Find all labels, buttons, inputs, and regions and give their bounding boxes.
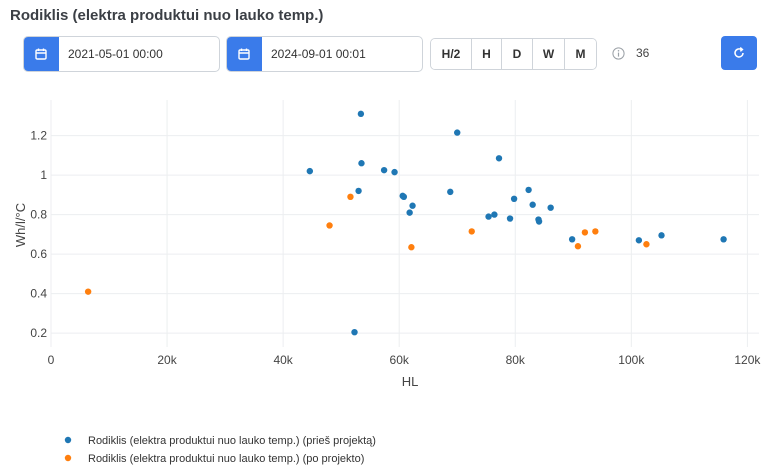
date-to-picker[interactable]: 2024-09-01 00:01 [226,36,423,72]
date-to-calendar-button[interactable] [227,37,262,71]
data-point[interactable] [510,195,518,202]
record-count: 36 [612,46,649,60]
refresh-button[interactable] [721,36,757,70]
data-point[interactable] [358,160,365,167]
x-tick-label: 100k [618,353,645,367]
legend-marker [64,436,72,444]
data-point[interactable] [491,211,498,218]
x-tick-label: 40k [273,353,293,367]
y-tick-label: 1.2 [30,129,47,143]
data-point[interactable] [391,168,398,176]
data-point[interactable] [592,228,599,235]
period-selector: H/2 H D W M [430,38,597,70]
x-tick-label: 0 [48,353,55,367]
period-button-day[interactable]: D [502,39,533,69]
legend-label[interactable]: Rodiklis (elektra produktui nuo lauko te… [88,453,364,465]
data-point[interactable] [529,201,536,208]
date-from-value[interactable]: 2021-05-01 00:00 [68,47,163,61]
data-point[interactable] [574,243,582,250]
data-point[interactable] [84,288,92,295]
data-point[interactable] [355,187,362,195]
data-point[interactable] [720,236,727,243]
data-point[interactable] [635,237,643,244]
data-point[interactable] [326,222,333,229]
legend: Rodiklis (elektra produktui nuo lauko te… [64,435,376,465]
data-point[interactable] [485,213,492,220]
data-point[interactable] [406,209,413,216]
y-tick-label: 0.6 [30,247,47,261]
date-from-picker[interactable]: 2021-05-01 00:00 [23,36,220,72]
data-point[interactable] [468,228,475,235]
data-point[interactable] [409,202,416,209]
data-point[interactable] [408,244,415,251]
period-button-half-hour[interactable]: H/2 [431,39,472,69]
data-point[interactable] [658,232,665,239]
page-title: Rodiklis (elektra produktui nuo lauko te… [10,7,324,24]
data-point[interactable] [495,155,503,162]
grid [50,100,759,347]
data-point[interactable] [447,188,454,196]
data-point[interactable] [581,229,589,236]
x-tick-label: 60k [390,353,410,367]
x-tick-label: 20k [157,353,177,367]
data-point[interactable] [454,129,461,136]
data-point[interactable] [535,218,543,225]
data-point[interactable] [525,186,532,194]
y-tick-label: 0.2 [30,326,47,340]
axis-ticks: 0 20k 40k 60k 80k 100k 120k 0.2 0.4 0.6 0.8 1 1.2 [30,129,761,367]
data-point[interactable] [306,167,314,175]
period-button-week[interactable]: W [533,39,565,69]
data-point[interactable] [643,241,650,248]
y-tick-label: 0.4 [30,287,47,301]
data-point[interactable] [547,204,554,211]
y-axis-label: Wh/l/°C [13,203,28,247]
data-point[interactable] [357,110,365,118]
data-point[interactable] [568,236,576,243]
y-tick-label: 1 [40,168,47,182]
period-button-hour[interactable]: H [472,39,502,69]
legend-label[interactable]: Rodiklis (elektra produktui nuo lauko te… [88,435,376,447]
date-to-value[interactable]: 2024-09-01 00:01 [271,47,366,61]
date-from-calendar-button[interactable] [24,37,59,71]
record-count-value: 36 [636,46,650,60]
data-point[interactable] [351,328,358,336]
x-tick-label: 80k [506,353,526,367]
legend-marker [64,454,72,462]
data-point[interactable] [400,193,408,201]
calendar-icon [35,48,47,60]
data-point[interactable] [506,215,514,222]
calendar-icon [238,48,250,60]
data-points [84,110,727,336]
y-tick-label: 0.8 [30,208,47,222]
period-button-month[interactable]: M [565,39,596,69]
refresh-icon [734,47,744,58]
data-point[interactable] [380,166,388,174]
x-tick-label: 120k [734,353,761,367]
data-point[interactable] [347,193,354,201]
x-axis-label: HL [402,374,419,389]
info-icon [612,46,625,60]
